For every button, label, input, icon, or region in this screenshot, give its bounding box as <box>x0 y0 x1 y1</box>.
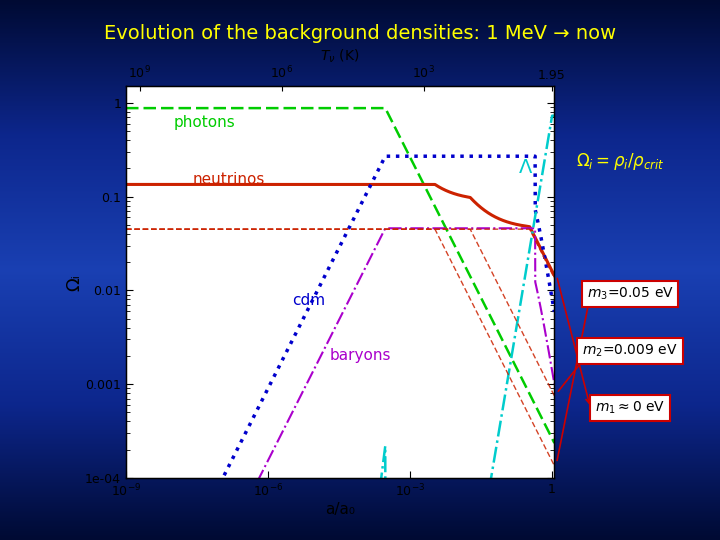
Y-axis label: Ωᵢ: Ωᵢ <box>66 274 84 291</box>
Text: $m_2$=0.009 eV: $m_2$=0.009 eV <box>582 343 678 359</box>
Text: neutrinos: neutrinos <box>192 172 265 187</box>
Text: baryons: baryons <box>330 348 391 363</box>
Text: cdm: cdm <box>292 293 325 308</box>
Text: $m_3$=0.05 eV: $m_3$=0.05 eV <box>587 286 673 302</box>
Text: $\Lambda$: $\Lambda$ <box>518 158 533 177</box>
Text: $m_1\approx$0 eV: $m_1\approx$0 eV <box>595 400 665 416</box>
Text: Evolution of the background densities: 1 MeV → now: Evolution of the background densities: 1… <box>104 24 616 43</box>
Text: photons: photons <box>174 115 235 130</box>
Text: $\Omega_i= \rho_i/\rho_{crit}$: $\Omega_i= \rho_i/\rho_{crit}$ <box>576 152 665 172</box>
X-axis label: a/a₀: a/a₀ <box>325 502 355 517</box>
X-axis label: $T_\nu$ (K): $T_\nu$ (K) <box>320 48 360 65</box>
